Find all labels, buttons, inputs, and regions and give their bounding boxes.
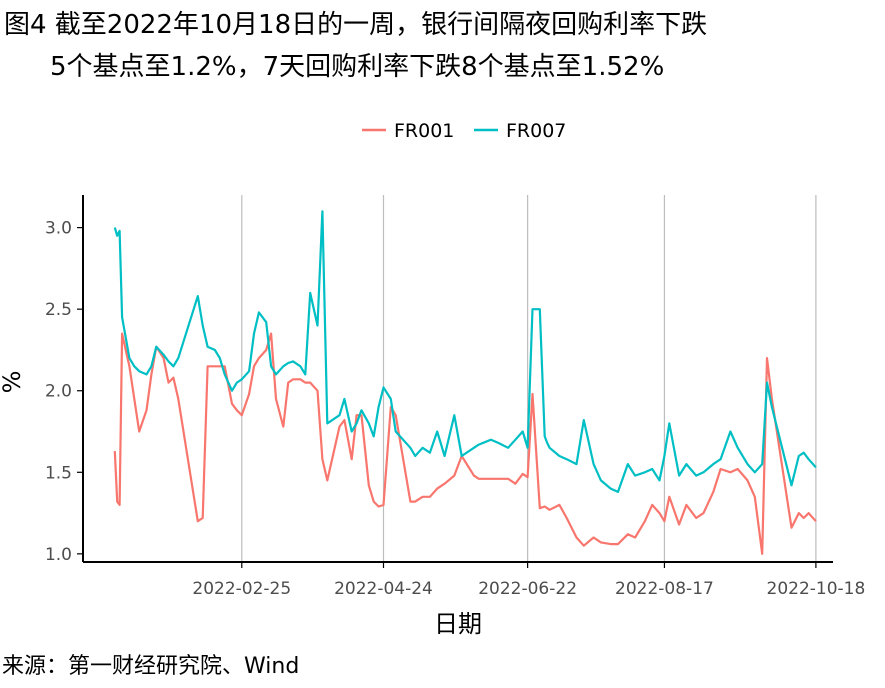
grid-lines bbox=[241, 195, 817, 562]
x-tick-label: 2022-10-18 bbox=[767, 579, 866, 599]
y-tick-label: 2.0 bbox=[45, 382, 72, 402]
series-line-fr001 bbox=[113, 332, 817, 555]
y-tick-label: 1.0 bbox=[45, 545, 72, 565]
y-tick-label: 1.5 bbox=[45, 463, 72, 483]
series-line-fr007 bbox=[113, 210, 817, 493]
legend-item-fr001: FR001 bbox=[362, 120, 454, 142]
legend-label: FR007 bbox=[506, 120, 566, 142]
x-tick-label: 2022-02-25 bbox=[192, 579, 291, 599]
y-axis-title: % bbox=[0, 371, 26, 394]
legend-label: FR001 bbox=[394, 120, 454, 142]
chart-title-line2: 5个基点至1.2%，7天回购利率下跌8个基点至1.52% bbox=[50, 52, 665, 82]
chart-title-line1: 图4 截至2022年10月18日的一周，银行间隔夜回购利率下跌 bbox=[4, 10, 708, 40]
series-layer bbox=[113, 210, 817, 555]
x-tick-label: 2022-04-24 bbox=[334, 579, 433, 599]
x-tick-label: 2022-08-17 bbox=[615, 579, 714, 599]
axes: 2022-02-25 2022-04-24 2022-06-22 2022-08-17… bbox=[45, 195, 865, 599]
x-tick-label: 2022-06-22 bbox=[478, 579, 577, 599]
legend: FR001 FR007 bbox=[362, 120, 566, 142]
legend-item-fr007: FR007 bbox=[474, 120, 566, 142]
source-note: 来源：第一财经研究院、Wind bbox=[2, 654, 300, 679]
y-tick-label: 3.0 bbox=[45, 219, 72, 239]
y-tick-label: 2.5 bbox=[45, 300, 72, 320]
x-axis-title: 日期 bbox=[434, 610, 482, 638]
